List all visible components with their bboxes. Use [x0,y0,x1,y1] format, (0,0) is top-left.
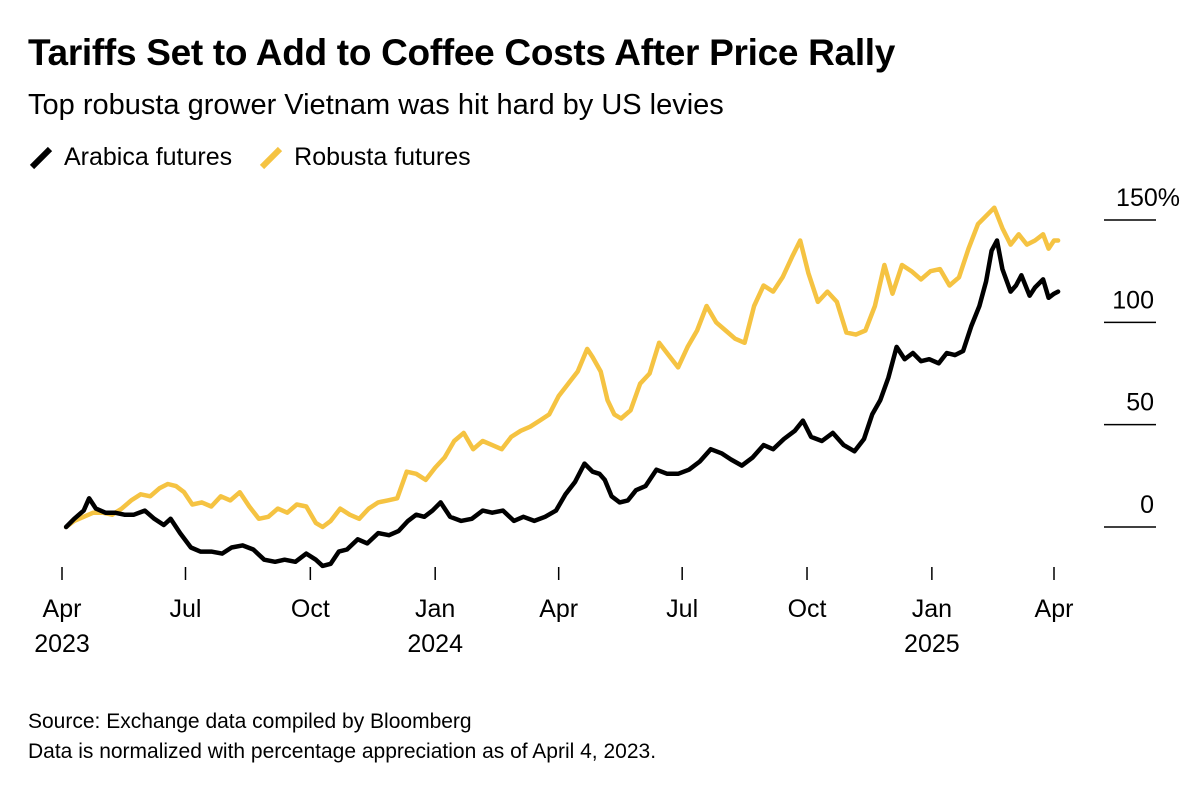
legend-item-arabica: Arabica futures [28,143,232,172]
x-tick-label: Apr [1035,595,1074,623]
x-tick-year: 2023 [34,630,90,658]
chart-legend: Arabica futures Robusta futures [28,143,497,172]
x-tick-label: Jan [415,595,455,623]
x-tick-year: 2024 [407,630,463,658]
y-tick-label: 50 [1126,389,1154,417]
normalization-note: Data is normalized with percentage appre… [28,740,657,763]
chart-footer: Source: Exchange data compiled by Bloomb… [28,707,656,767]
legend-swatch-arabica [29,146,53,169]
x-tick-label: Oct [291,595,330,623]
series-line-arabica [63,238,1061,569]
legend-label-robusta: Robusta futures [294,143,471,171]
line-chart: 0 50 100 150% Apr 2023 Jul Oct Jan 2024 Apr Jul Oct J… [34,184,1180,658]
source-note: Source: Exchange data compiled by Bloomb… [28,710,472,733]
x-tick-label: Jul [170,595,202,623]
legend-item-robusta: Robusta futures [258,143,471,172]
x-tick-label: Oct [788,595,827,623]
x-tick-label: Jan [912,595,952,623]
chart-title: Tariffs Set to Add to Coffee Costs After… [28,32,896,73]
legend-label-arabica: Arabica futures [64,143,233,171]
y-tick-label: 100 [1112,286,1154,314]
chart-subtitle: Top robusta grower Vietnam was hit hard … [28,89,724,121]
x-tick-year: 2025 [904,630,960,658]
legend-swatch-robusta [260,146,283,169]
y-tick-label: 0 [1140,491,1154,519]
x-tick-label: Apr [43,595,82,623]
series-line-robusta [63,205,1061,530]
x-tick-label: Jul [666,595,698,623]
y-tick-label: 150% [1116,184,1180,212]
x-tick-label: Apr [539,595,578,623]
